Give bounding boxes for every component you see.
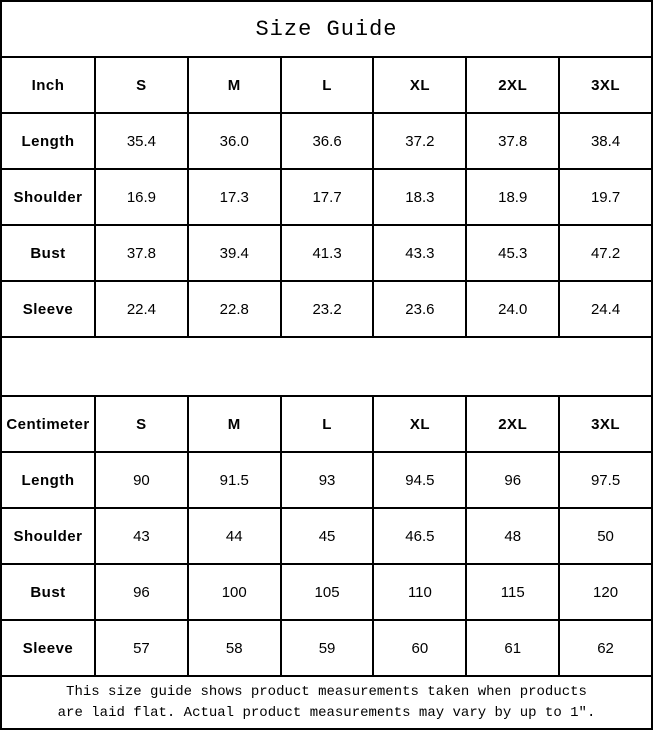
measurement-value: 105 (279, 563, 375, 621)
measurement-value: 39.4 (186, 224, 282, 282)
measurement-value: 24.4 (558, 280, 653, 338)
measurement-value: 22.8 (186, 280, 282, 338)
measurement-value: 23.2 (279, 280, 375, 338)
table-row: Shoulder 16.9 17.3 17.7 18.3 18.9 19.7 (0, 168, 653, 226)
measurement-value: 110 (372, 563, 468, 621)
size-header-xl: XL (372, 395, 468, 453)
measurement-value: 37.8 (465, 112, 561, 170)
measurement-value: 45 (279, 507, 375, 565)
size-header-s: S (94, 56, 189, 114)
size-header-2xl: 2XL (465, 395, 561, 453)
table-row: Length 90 91.5 93 94.5 96 97.5 (0, 451, 653, 509)
table-row: Sleeve 57 58 59 60 61 62 (0, 619, 653, 677)
footer-note: This size guide shows product measuremen… (0, 675, 653, 730)
measurement-value: 100 (186, 563, 282, 621)
measurement-value: 44 (186, 507, 282, 565)
measurement-value: 61 (465, 619, 561, 677)
measurement-value: 96 (465, 451, 561, 509)
row-label: Length (0, 112, 96, 170)
centimeter-header-row: Centimeter S M L XL 2XL 3XL (0, 395, 653, 453)
size-header-2xl: 2XL (465, 56, 561, 114)
measurement-value: 48 (465, 507, 561, 565)
table-row: Bust 96 100 105 110 115 120 (0, 563, 653, 621)
row-label: Bust (0, 224, 96, 282)
measurement-value: 47.2 (558, 224, 653, 282)
size-header-3xl: 3XL (558, 395, 653, 453)
measurement-value: 60 (372, 619, 468, 677)
row-label: Sleeve (0, 280, 96, 338)
measurement-value: 22.4 (94, 280, 189, 338)
measurement-value: 57 (94, 619, 189, 677)
row-label: Sleeve (0, 619, 96, 677)
measurement-value: 43.3 (372, 224, 468, 282)
row-label: Shoulder (0, 168, 96, 226)
size-header-m: M (186, 395, 282, 453)
table-row: Length 35.4 36.0 36.6 37.2 37.8 38.4 (0, 112, 653, 170)
title-row: Size Guide (0, 0, 653, 58)
table-row: Sleeve 22.4 22.8 23.2 23.6 24.0 24.4 (0, 280, 653, 338)
table-row: Shoulder 43 44 45 46.5 48 50 (0, 507, 653, 565)
measurement-value: 58 (186, 619, 282, 677)
size-header-l: L (279, 395, 375, 453)
row-label: Shoulder (0, 507, 96, 565)
measurement-value: 96 (94, 563, 189, 621)
spacer-row (0, 336, 653, 397)
footer-row: This size guide shows product measuremen… (0, 675, 653, 730)
measurement-value: 90 (94, 451, 189, 509)
measurement-value: 93 (279, 451, 375, 509)
measurement-value: 23.6 (372, 280, 468, 338)
footer-note-line1: This size guide shows product measuremen… (66, 684, 587, 701)
unit-header-inch: Inch (0, 56, 96, 114)
measurement-value: 17.7 (279, 168, 375, 226)
measurement-value: 45.3 (465, 224, 561, 282)
measurement-value: 120 (558, 563, 653, 621)
size-header-s: S (94, 395, 189, 453)
measurement-value: 97.5 (558, 451, 653, 509)
measurement-value: 43 (94, 507, 189, 565)
size-header-3xl: 3XL (558, 56, 653, 114)
unit-header-centimeter: Centimeter (0, 395, 96, 453)
size-header-xl: XL (372, 56, 468, 114)
measurement-value: 41.3 (279, 224, 375, 282)
measurement-value: 37.8 (94, 224, 189, 282)
measurement-value: 19.7 (558, 168, 653, 226)
measurement-value: 62 (558, 619, 653, 677)
measurement-value: 38.4 (558, 112, 653, 170)
row-label: Length (0, 451, 96, 509)
table-row: Bust 37.8 39.4 41.3 43.3 45.3 47.2 (0, 224, 653, 282)
measurement-value: 16.9 (94, 168, 189, 226)
table-gap (0, 336, 653, 397)
measurement-value: 18.3 (372, 168, 468, 226)
footer-note-line2: are laid flat. Actual product measuremen… (57, 704, 596, 721)
measurement-value: 36.6 (279, 112, 375, 170)
measurement-value: 115 (465, 563, 561, 621)
measurement-value: 59 (279, 619, 375, 677)
measurement-value: 37.2 (372, 112, 468, 170)
measurement-value: 94.5 (372, 451, 468, 509)
measurement-value: 17.3 (186, 168, 282, 226)
inch-header-row: Inch S M L XL 2XL 3XL (0, 56, 653, 114)
measurement-value: 36.0 (186, 112, 282, 170)
measurement-value: 91.5 (186, 451, 282, 509)
size-header-l: L (279, 56, 375, 114)
measurement-value: 50 (558, 507, 653, 565)
size-header-m: M (186, 56, 282, 114)
measurement-value: 24.0 (465, 280, 561, 338)
page-title: Size Guide (0, 0, 653, 58)
measurement-value: 46.5 (372, 507, 468, 565)
measurement-value: 35.4 (94, 112, 189, 170)
row-label: Bust (0, 563, 96, 621)
measurement-value: 18.9 (465, 168, 561, 226)
